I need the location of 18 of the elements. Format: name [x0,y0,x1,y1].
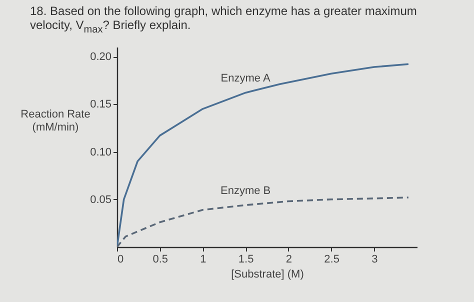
y-tick-label: 0.05 [90,194,112,206]
x-tick-label: 3 [372,254,378,266]
y-axis-title: Reaction Rate (mM/min) [20,108,90,134]
y-tick-label: 0.15 [90,99,112,112]
chart-title: 18. Based on the following graph, which enzyme has a greater maximum velocity, V$_{max}$? Briefly explain. [29,3,418,38]
x-tick-label: 1.5 [238,254,254,266]
x-tick-label: 0 [118,254,124,266]
x-tick-label: 1 [200,254,206,266]
y-tick-label: 0.10 [90,146,112,159]
x-tick-label: 2 [286,254,292,266]
y-tick-label: 0.20 [90,51,112,64]
x-axis-title: [Substrate] (M) [231,268,304,281]
x-tick-label: 2.5 [324,254,340,266]
series-label: Enzyme B [220,185,271,198]
x-tick-label: 0.5 [152,254,168,266]
series-label: Enzyme A [220,73,271,86]
line-series [117,64,410,248]
line-series [117,196,410,248]
